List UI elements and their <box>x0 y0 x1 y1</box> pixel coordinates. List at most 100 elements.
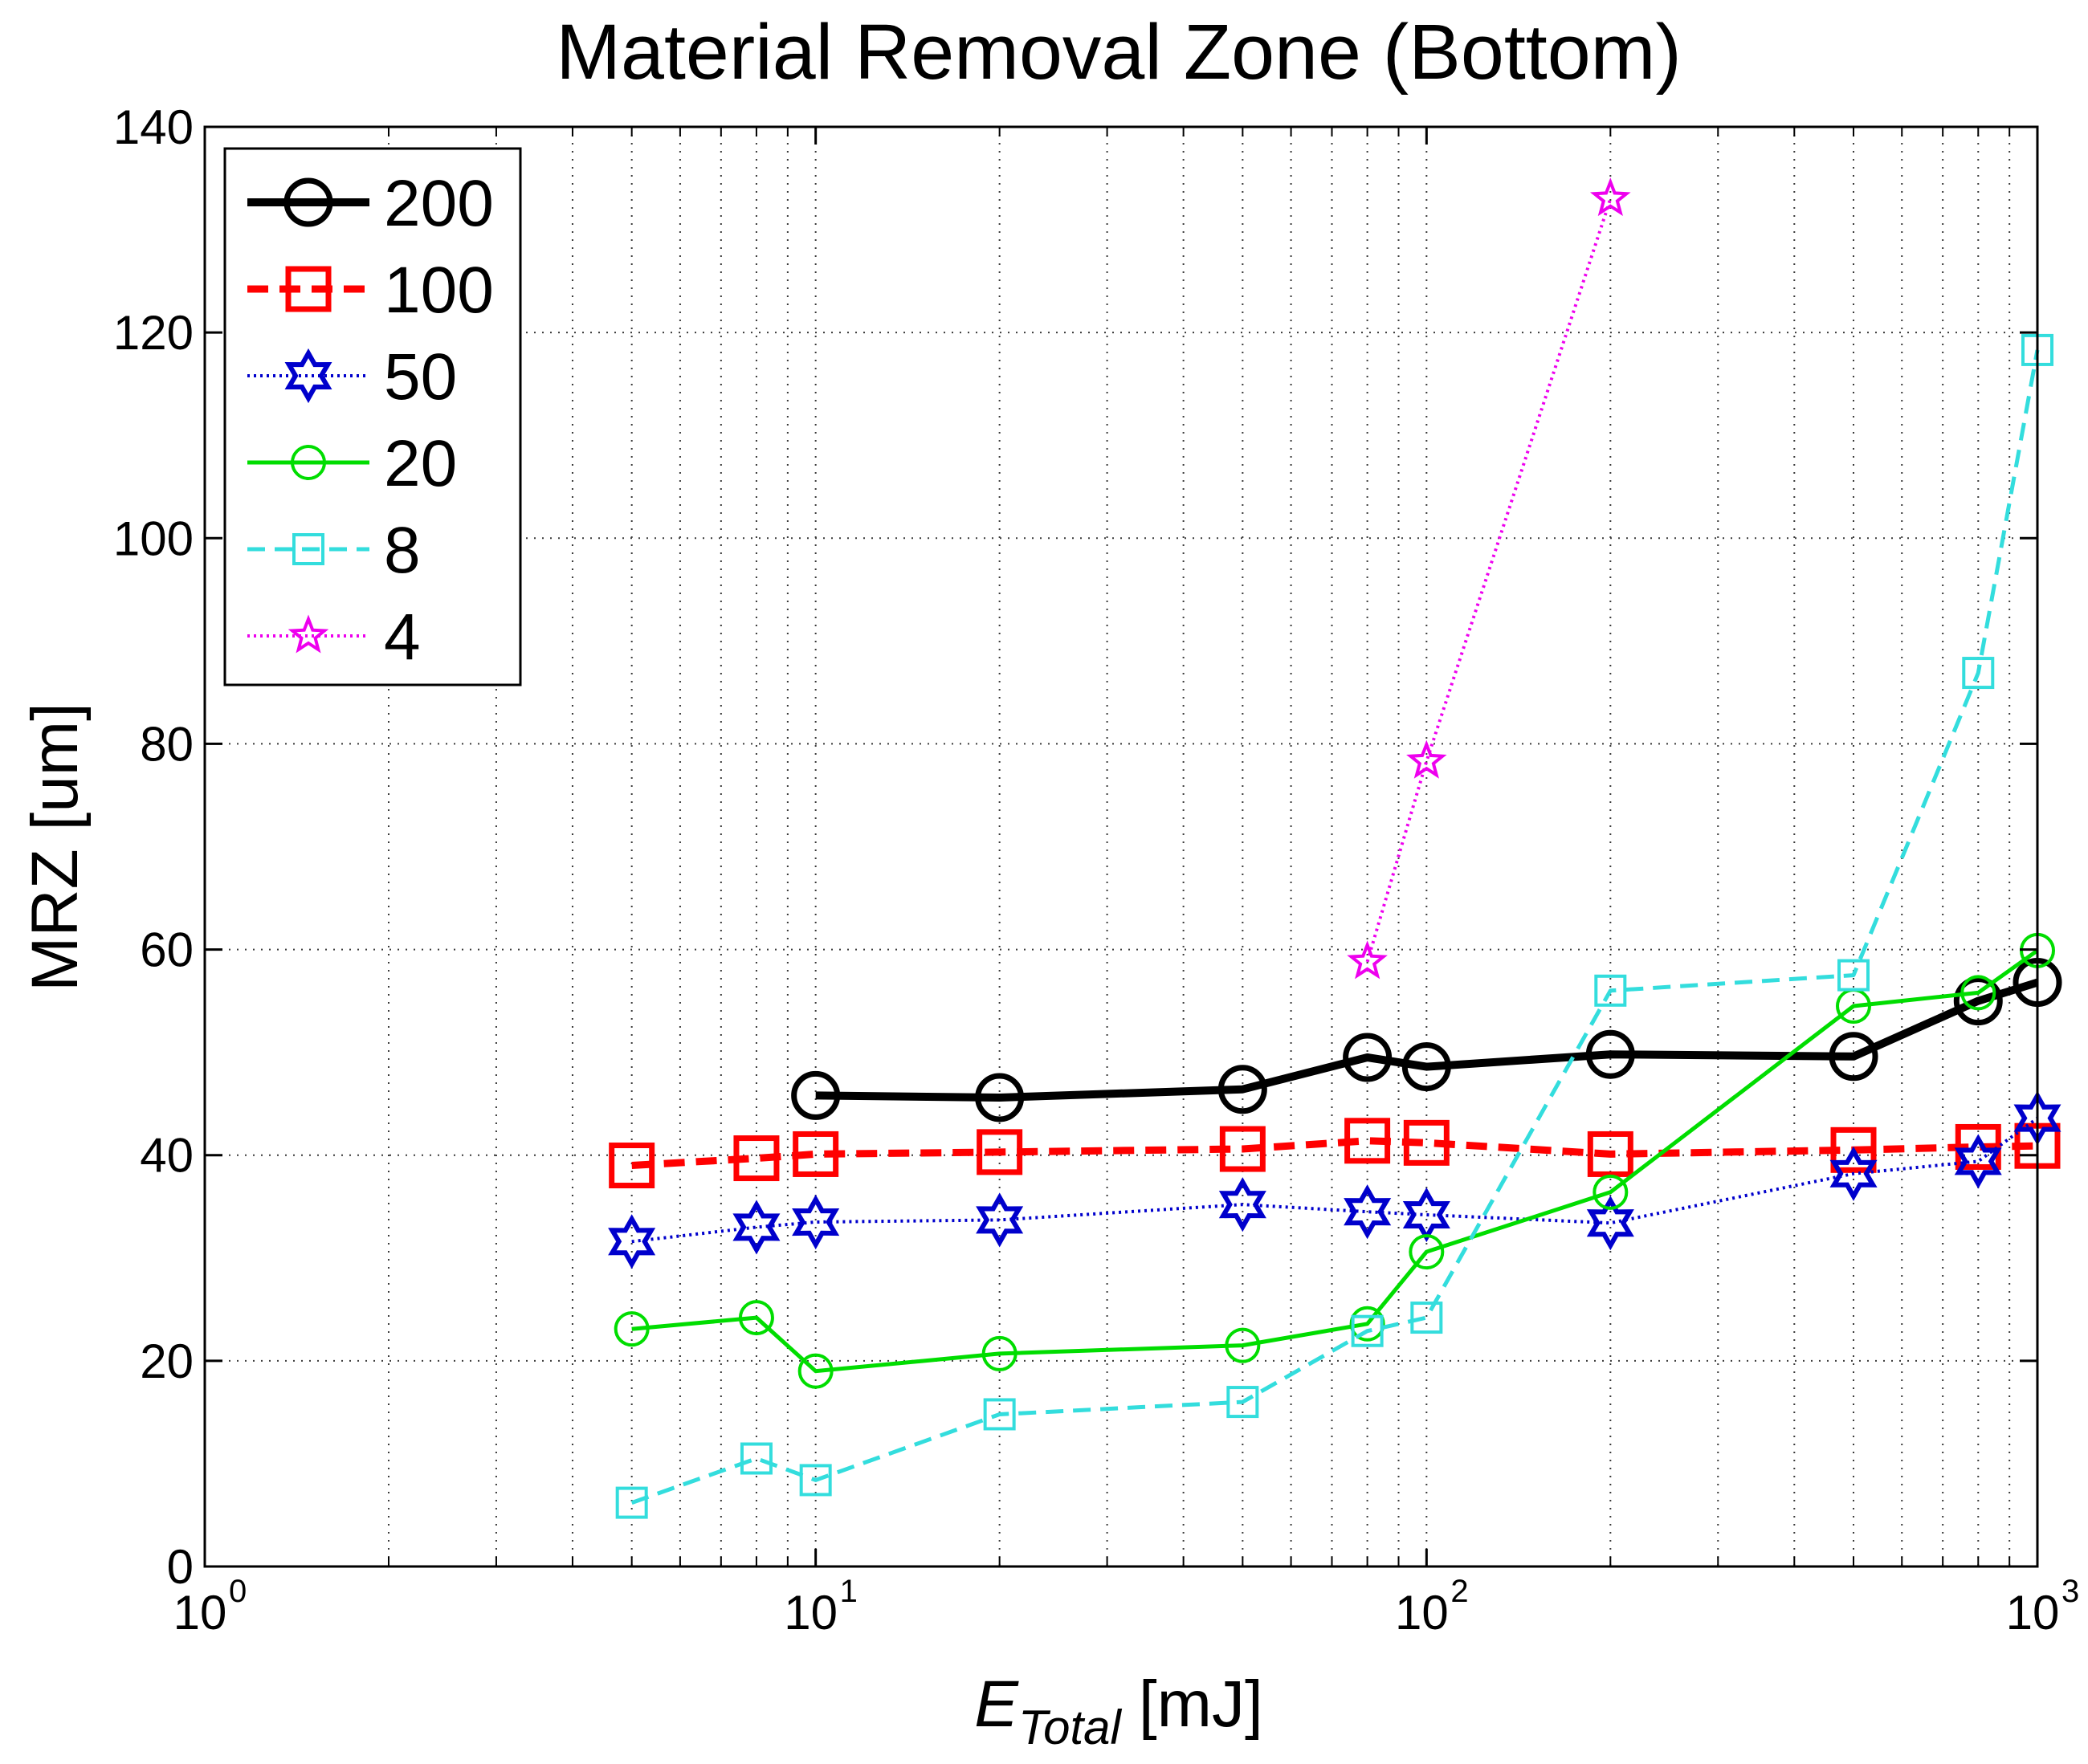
data-point-50 <box>976 1192 1024 1248</box>
legend-item-200: 200 <box>247 167 494 240</box>
data-point-8 <box>740 1442 773 1475</box>
y-tick-label: 60 <box>140 923 194 977</box>
series-20 <box>614 932 2055 1389</box>
series-line-200 <box>815 978 2039 1102</box>
x-tick-label: 10 <box>2006 1586 2060 1640</box>
x-tick-exponent: 2 <box>1450 1574 1468 1609</box>
data-point-100 <box>1344 1118 1391 1164</box>
legend-marker <box>292 533 324 565</box>
data-point-8 <box>1962 657 1995 690</box>
legend-marker <box>291 445 326 480</box>
x-axis-label: ETotal [mJ] <box>974 1668 1262 1754</box>
data-point-20 <box>981 1335 1017 1371</box>
data-point-100 <box>1955 1123 2001 1170</box>
legend-marker <box>288 614 329 654</box>
y-tick-label: 120 <box>113 306 194 360</box>
data-point-4 <box>1406 739 1447 779</box>
data-point-8 <box>1837 959 1870 992</box>
data-point-100 <box>609 1143 655 1189</box>
x-tick-label: 10 <box>784 1586 838 1640</box>
legend-label: 100 <box>384 254 494 327</box>
data-point-200 <box>1829 1032 1878 1082</box>
y-axis-label: MRZ [um] <box>18 703 92 992</box>
legend-label: 8 <box>384 514 421 587</box>
data-point-200 <box>975 1073 1025 1122</box>
data-point-200 <box>1217 1065 1267 1114</box>
data-point-50 <box>1954 1134 2002 1189</box>
legend-marker <box>284 348 332 404</box>
y-tick-label: 40 <box>140 1129 194 1183</box>
data-point-8 <box>1226 1386 1259 1419</box>
series-line-8 <box>630 349 2040 1505</box>
data-point-50 <box>792 1194 840 1250</box>
plot-frame <box>203 125 2039 1568</box>
data-point-200 <box>1953 976 2003 1026</box>
y-tick-label: 80 <box>140 717 194 771</box>
data-point-20 <box>1409 1234 1445 1270</box>
x-tick-label: 10 <box>1395 1586 1449 1640</box>
data-point-50 <box>732 1200 781 1255</box>
series-8 <box>615 333 2053 1519</box>
legend-box <box>223 147 522 686</box>
data-point-200 <box>1401 1042 1451 1092</box>
legend-marker <box>283 177 333 227</box>
x-axis-label-main: E <box>974 1668 1019 1741</box>
data-point-8 <box>983 1398 1016 1431</box>
data-point-8 <box>1410 1302 1443 1334</box>
data-point-50 <box>608 1214 656 1269</box>
x-axis-label-subscript: Total <box>1018 1701 1123 1754</box>
data-point-100 <box>793 1131 839 1177</box>
y-tick-label: 100 <box>113 511 194 565</box>
series-layer <box>608 177 2062 1519</box>
y-tick-label: 0 <box>167 1540 194 1594</box>
series-4 <box>1347 177 1631 980</box>
data-point-100 <box>1830 1126 1877 1173</box>
series-line-20 <box>631 948 2039 1374</box>
data-point-200 <box>1585 1029 1635 1079</box>
data-point-20 <box>1593 1174 1629 1210</box>
series-100 <box>609 1118 2061 1189</box>
data-point-8 <box>1594 974 1627 1007</box>
data-point-100 <box>1403 1119 1450 1166</box>
legend: 200 100 50 20 8 4 <box>223 147 522 686</box>
data-point-8 <box>1351 1314 1384 1347</box>
data-point-50 <box>1344 1184 1392 1240</box>
y-tick-label: 140 <box>113 100 194 154</box>
data-point-8 <box>615 1486 648 1519</box>
x-axis-label-unit: [mJ] <box>1139 1668 1263 1741</box>
x-tick-label: 10 <box>173 1586 227 1640</box>
legend-item-4: 4 <box>247 601 421 674</box>
data-point-20 <box>738 1300 774 1336</box>
x-tick-exponent: 1 <box>840 1574 858 1609</box>
chart-title: Material Removal Zone (Bottom) <box>556 8 1682 96</box>
data-point-20 <box>797 1353 834 1389</box>
data-point-200 <box>1343 1033 1393 1082</box>
data-point-200 <box>791 1070 841 1120</box>
legend-label: 50 <box>384 340 457 414</box>
data-point-100 <box>733 1135 780 1182</box>
data-point-50 <box>1218 1177 1266 1232</box>
legend-marker <box>285 266 332 312</box>
y-tick-label: 20 <box>140 1334 194 1388</box>
legend-item-20: 20 <box>247 427 457 500</box>
x-tick-exponent: 3 <box>2061 1574 2079 1609</box>
legend-item-8: 8 <box>247 514 421 587</box>
data-point-100 <box>1219 1126 1266 1172</box>
x-tick-exponent: 0 <box>229 1574 247 1609</box>
data-point-20 <box>614 1311 650 1347</box>
legend-label: 200 <box>384 167 494 240</box>
data-point-50 <box>1829 1146 1878 1201</box>
data-point-100 <box>1587 1131 1633 1177</box>
data-point-4 <box>1347 940 1388 980</box>
legend-item-50: 50 <box>247 340 457 414</box>
data-point-20 <box>1225 1327 1261 1363</box>
data-point-20 <box>1960 975 1996 1011</box>
data-point-100 <box>977 1129 1023 1175</box>
data-point-4 <box>1589 177 1631 217</box>
legend-label: 20 <box>384 427 457 500</box>
data-point-8 <box>799 1464 832 1497</box>
legend-item-100: 100 <box>247 254 494 327</box>
data-point-50 <box>1586 1196 1634 1251</box>
